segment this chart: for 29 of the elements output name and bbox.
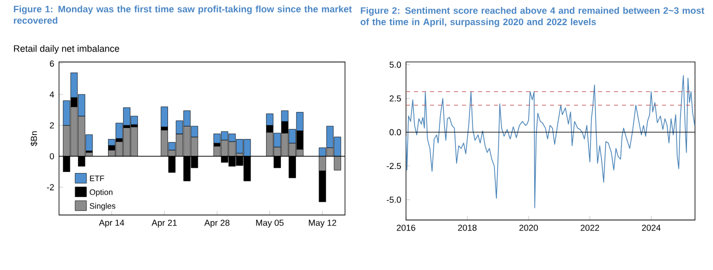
legend-label: Option	[90, 189, 112, 197]
legend-label: Singles	[90, 202, 116, 210]
y-tick-label: -2	[46, 184, 54, 190]
y-tick-label: 6	[50, 60, 54, 67]
x-tick-label: 2020	[519, 224, 538, 231]
legend-label: ETF	[90, 176, 104, 182]
y-tick-label: 2.5	[390, 95, 401, 102]
chart-title: Figure 1: Monday was the first time saw profit-taking flow since the market recovered	[14, 6, 352, 24]
x-tick-label: May 12	[308, 220, 336, 228]
chart-subtitle: Retail daily net imbalance	[14, 45, 120, 54]
x-tick-label: 2022	[580, 224, 600, 231]
x-tick-label: 2016	[396, 224, 416, 231]
x-tick-label: Apr 14	[98, 220, 124, 228]
y-tick-label: 2	[50, 122, 54, 128]
x-tick-label: 2024	[642, 224, 661, 231]
x-tick-label: May 05	[256, 220, 284, 228]
y-tick-label: 0.0	[390, 129, 401, 136]
y-tick-label: -2.5	[386, 162, 401, 170]
chart-title: Figure 2: Sentiment score reached above 4 and remained between 2~3 most of the time in April, surpassing 2020 and 2022 levels	[360, 6, 704, 28]
x-tick-label: Apr 21	[152, 220, 177, 228]
y-tick-label: 0	[50, 153, 54, 160]
line-series	[406, 75, 696, 208]
x-tick-label: 2018	[458, 224, 477, 231]
y-tick-label: -5.0	[386, 196, 401, 203]
y-tick-label: 4	[50, 91, 54, 98]
x-tick-label: Apr 28	[204, 220, 230, 228]
y-tick-label: 5.0	[390, 62, 401, 68]
bar	[160, 106, 168, 128]
y-axis-title: $Bn	[30, 131, 38, 146]
